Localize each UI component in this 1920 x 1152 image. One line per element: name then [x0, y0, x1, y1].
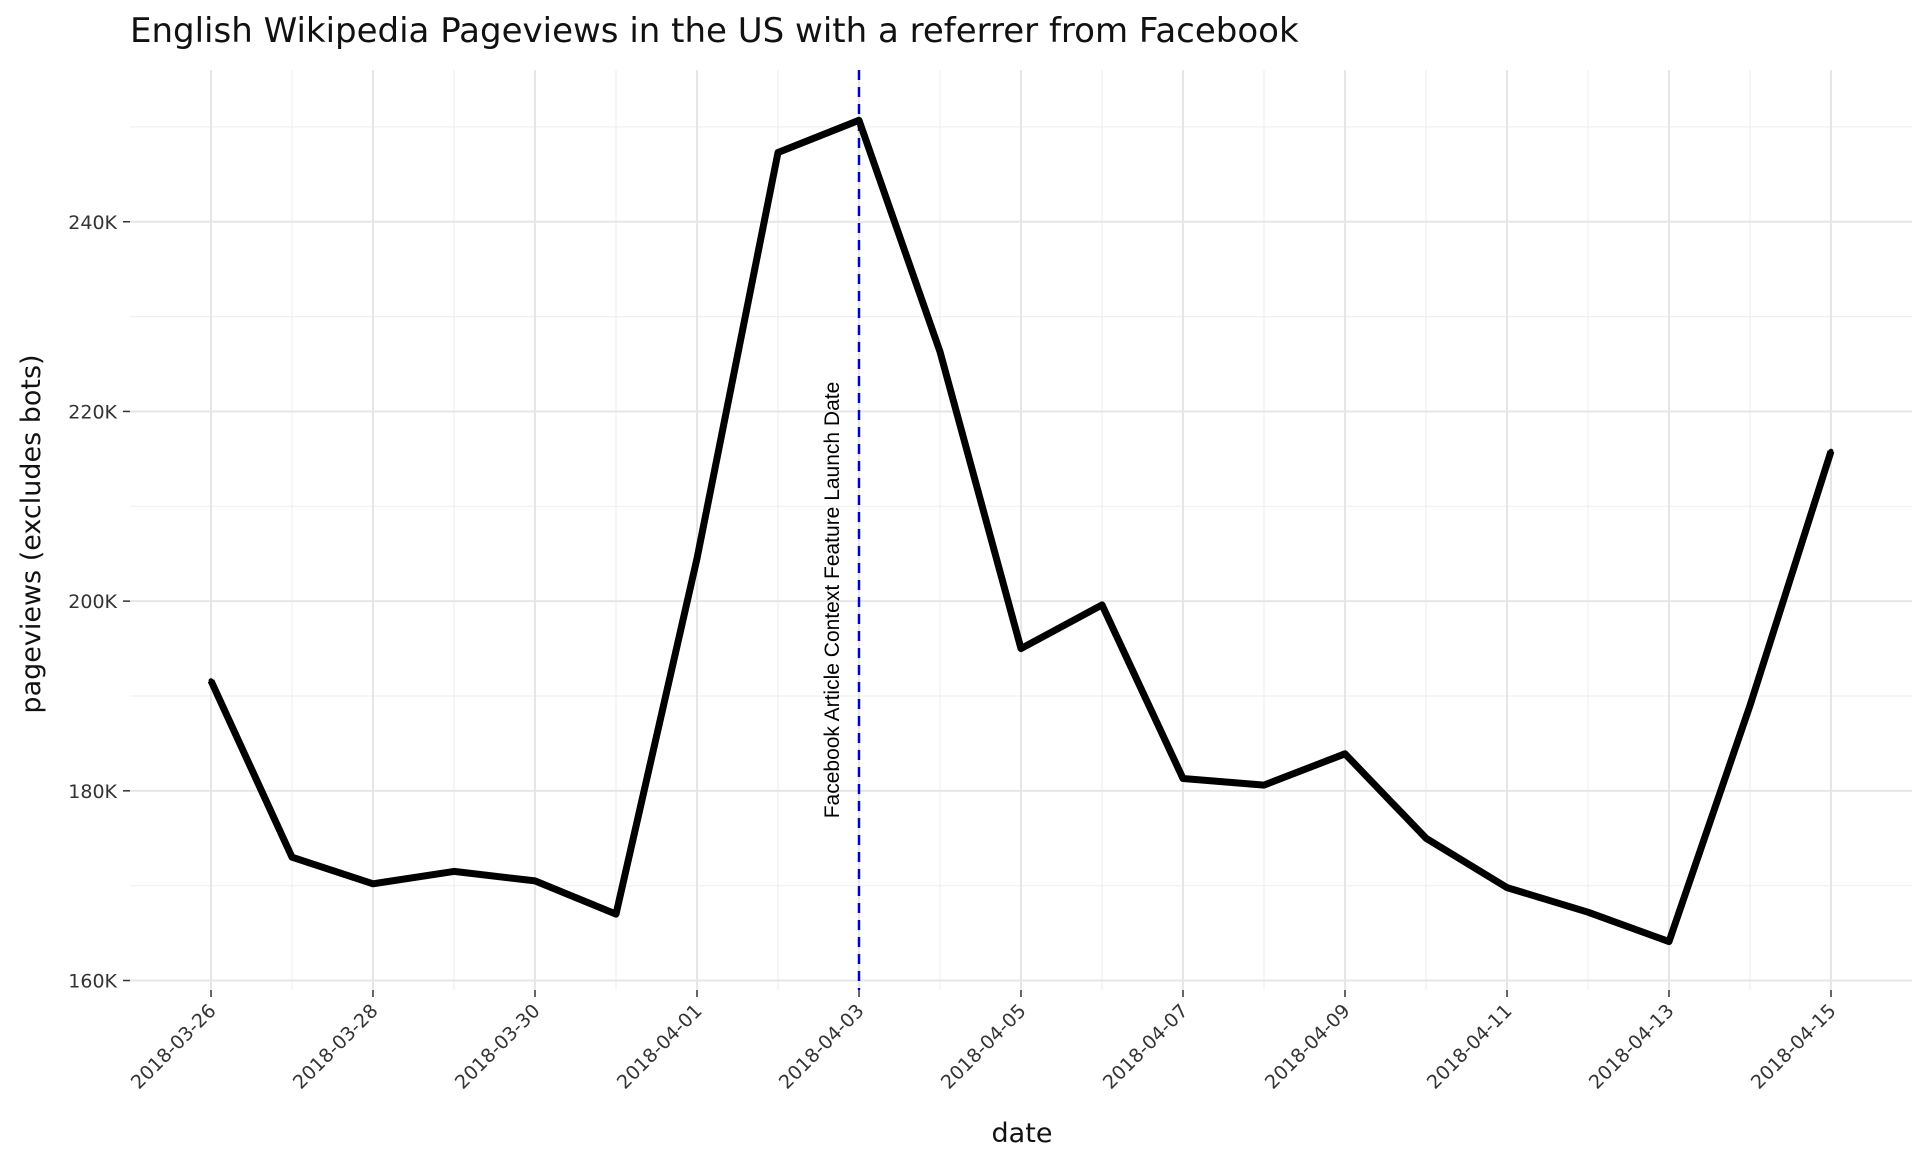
- x-tick-label: 2018-03-28: [289, 1000, 383, 1094]
- x-tick-label: 2018-04-15: [1747, 1000, 1841, 1094]
- pageviews-data-point: [1504, 885, 1510, 891]
- pageviews-data-point: [370, 881, 376, 887]
- pageviews-data-point: [1423, 835, 1429, 841]
- pageviews-data-point: [1747, 702, 1753, 708]
- plot-gridlines: [130, 70, 1912, 990]
- y-axis-title: pageviews (excludes bots): [16, 354, 47, 713]
- pageviews-data-point: [208, 678, 214, 684]
- x-tick-label: 2018-03-26: [127, 1000, 221, 1094]
- annotation-layer: Facebook Article Context Feature Launch …: [821, 70, 861, 990]
- pageviews-data-point: [694, 555, 700, 561]
- pageviews-data-point: [1261, 782, 1267, 788]
- pageviews-data-point: [1342, 751, 1348, 757]
- pageviews-data-point: [1666, 939, 1672, 945]
- pageviews-data-point: [451, 868, 457, 874]
- pageviews-data-point: [613, 911, 619, 917]
- x-tick-label: 2018-04-09: [1261, 1000, 1355, 1094]
- y-tick-label: 240K: [68, 212, 117, 234]
- axis-layer: 160K 180K 200K 220K 240K 2018-03-26 2018-03-28…: [68, 212, 1840, 1094]
- pageviews-data-point: [1180, 775, 1186, 781]
- launch-date-marker-label: Facebook Article Context Feature Launch …: [821, 382, 844, 819]
- pageviews-data-point: [1828, 448, 1834, 454]
- y-tick-label: 200K: [68, 591, 117, 613]
- y-tick-label: 160K: [68, 971, 117, 993]
- pageviews-data-point: [289, 854, 295, 860]
- pageviews-data-point: [1018, 646, 1024, 652]
- series-layer: [207, 116, 1835, 946]
- x-axis-title: date: [992, 1118, 1053, 1149]
- y-tick-label: 220K: [68, 401, 117, 423]
- x-tick-label: 2018-03-30: [451, 1000, 545, 1094]
- x-tick-label: 2018-04-11: [1423, 1000, 1517, 1094]
- chart-title: English Wikipedia Pageviews in the US wi…: [130, 11, 1299, 51]
- x-tick-label: 2018-04-05: [937, 1000, 1031, 1094]
- pageviews-data-point: [775, 150, 781, 156]
- pageviews-data-point: [532, 878, 538, 884]
- y-tick-label: 180K: [68, 781, 117, 803]
- pageviews-data-point: [856, 117, 862, 123]
- pageviews-data-point: [937, 349, 943, 355]
- x-tick-label: 2018-04-01: [613, 1000, 707, 1094]
- x-tick-label: 2018-04-07: [1099, 1000, 1193, 1094]
- x-tick-label: 2018-04-13: [1585, 1000, 1679, 1094]
- pageviews-data-point: [1099, 602, 1105, 608]
- x-tick-label: 2018-04-03: [775, 1000, 869, 1094]
- pageviews-data-point: [1585, 909, 1591, 915]
